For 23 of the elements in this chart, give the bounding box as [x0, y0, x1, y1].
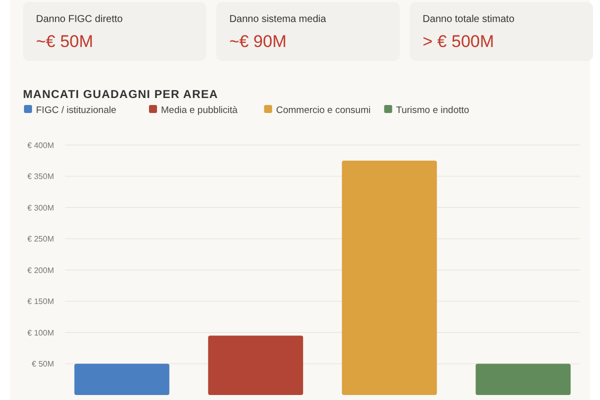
bar	[208, 336, 304, 395]
text: ~€ 50M	[36, 32, 94, 51]
y-tick-label: € 300M	[27, 203, 54, 212]
bar	[342, 160, 437, 395]
legend-label: Turismo e indotto	[396, 105, 470, 116]
text: Danno totale stimato	[422, 14, 515, 25]
text: Danno sistema media	[229, 14, 326, 25]
y-tick-label: € 100M	[27, 328, 54, 338]
y-tick-label: € 250M	[27, 234, 54, 244]
text: ~€ 90M	[229, 32, 287, 51]
y-tick-label: € 400M	[27, 140, 54, 150]
text: > € 500M	[422, 32, 494, 51]
legend-label: Commercio e consumi	[276, 105, 371, 116]
legend-label: Media e pubblicità	[161, 105, 238, 116]
y-tick-label: € 200M	[27, 266, 54, 275]
bar	[74, 364, 170, 395]
y-tick-label: € 350M	[27, 172, 54, 182]
chart-title: MANCATI GUADAGNI PER AREA	[23, 89, 218, 101]
y-tick-label: € 150M	[27, 297, 54, 306]
legend-label: FIGC / istituzionale	[36, 105, 116, 116]
bar	[476, 364, 571, 395]
text: Danno FIGC diretto	[36, 14, 124, 25]
y-tick-label: € 50M	[32, 360, 54, 369]
